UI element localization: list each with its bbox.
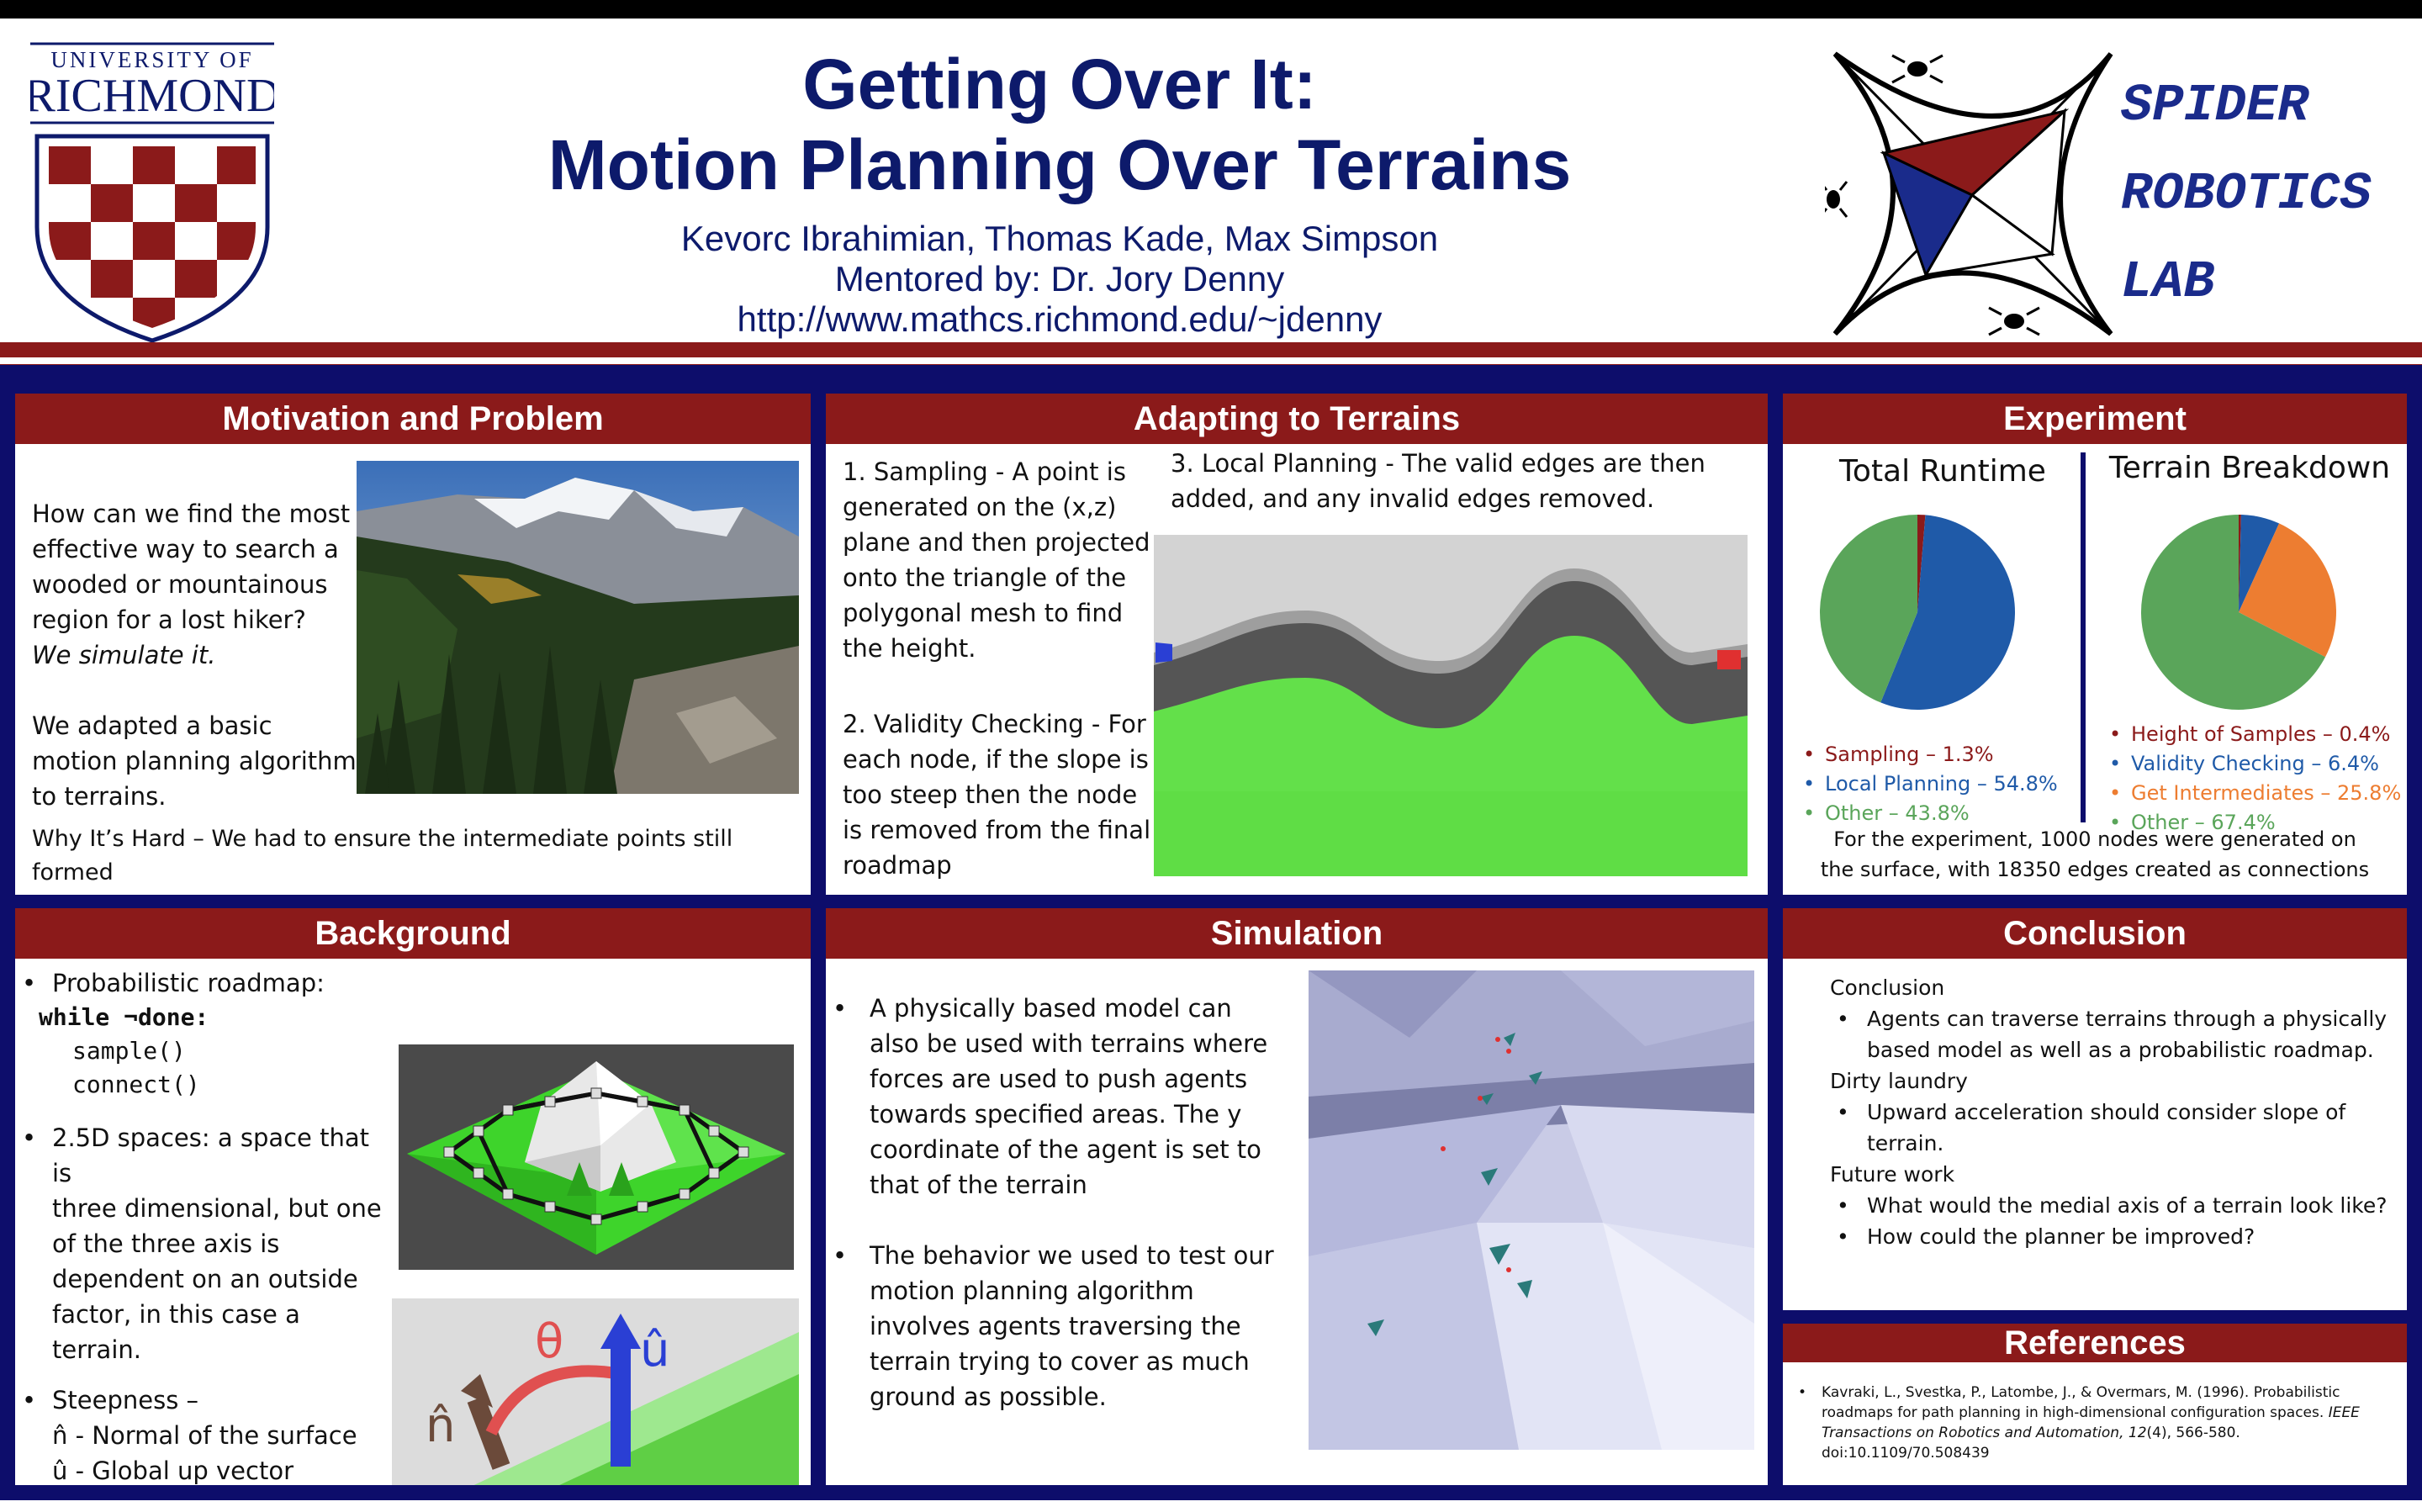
pie2-legend-item: Get Intermediates – 25.8% bbox=[2106, 779, 2407, 808]
pie1-title: Total Runtime bbox=[1839, 454, 2046, 489]
pie2-legend-item: Validity Checking – 6.4% bbox=[2106, 749, 2407, 779]
lab-name-line1: SPIDER bbox=[2121, 76, 2309, 135]
terrain-breakdown-slice-0 bbox=[2239, 515, 2241, 612]
bullet-steepness: Steepness – n̂ - Normal of the surface û… bbox=[15, 1382, 394, 1485]
total-runtime-pie-chart bbox=[1820, 515, 2015, 710]
lab-name-line3: LAB bbox=[2121, 252, 2215, 312]
future-work-bullet: What would the medial axis of a terrain … bbox=[1830, 1190, 2393, 1221]
ur-logo-name-text: RICHMOND bbox=[30, 70, 274, 122]
conclusion-panel: Conclusion Conclusion Agents can travers… bbox=[1783, 908, 2407, 1310]
background-text: Probabilistic roadmap: while ¬done: samp… bbox=[15, 965, 394, 1485]
poster-title-line2: Motion Planning Over Terrains bbox=[547, 125, 1572, 204]
background-panel: Background Probabilistic roadmap: while … bbox=[15, 908, 811, 1485]
terrain-breakdown-slice-3 bbox=[2141, 515, 2326, 710]
code-while: while ¬done: bbox=[39, 1003, 209, 1031]
header: UNIVERSITY OF RICHMOND Getting Ove bbox=[0, 19, 2422, 345]
terrain-breakdown-pie-chart bbox=[2141, 515, 2336, 710]
total-runtime-slice-1 bbox=[1880, 515, 2015, 710]
pie2-legend-item: Height of Samples – 0.4% bbox=[2106, 720, 2407, 749]
university-of-richmond-logo: UNIVERSITY OF RICHMOND bbox=[24, 42, 280, 345]
poster: UNIVERSITY OF RICHMOND Getting Ove bbox=[0, 19, 2422, 1512]
agent-cone-icon bbox=[1367, 1033, 1542, 1336]
code-sample: sample() bbox=[72, 1037, 186, 1065]
lab-url-link[interactable]: http://www.mathcs.richmond.edu/~jdenny bbox=[737, 299, 1383, 339]
simulation-heading: Simulation bbox=[826, 908, 1768, 959]
dirty-laundry-bullet: Upward acceleration should consider slop… bbox=[1830, 1097, 2393, 1159]
spider-robotics-lab-logo: SPIDER ROBOTICS LAB bbox=[1818, 44, 2414, 346]
pie1-legend-item: Local Planning – 54.8% bbox=[1800, 769, 2086, 799]
motivation-question: How can we find the most effective way t… bbox=[32, 500, 357, 811]
pie2-title: Terrain Breakdown bbox=[2108, 451, 2391, 485]
future-work-bullet: How could the planner be improved? bbox=[1830, 1221, 2393, 1252]
pie1-legend-item: Other – 43.8% bbox=[1800, 799, 2086, 828]
u-hat-label: û bbox=[640, 1323, 670, 1377]
pie2-legend-item: Other – 67.4% bbox=[2106, 808, 2407, 838]
bullet-prm: Probabilistic roadmap: bbox=[15, 965, 394, 1001]
adapting-heading: Adapting to Terrains bbox=[826, 394, 1768, 444]
total-runtime-slice-0 bbox=[1917, 515, 1926, 612]
terrain-breakdown-slice-1 bbox=[2239, 515, 2280, 612]
step-validity-checking: 2. Validity Checking - For each node, if … bbox=[843, 710, 1151, 880]
pie-divider bbox=[2081, 452, 2086, 822]
pie1-legend-item: Sampling – 1.3% bbox=[1800, 740, 2086, 769]
steepness-vector-diagram: θ û n̂ bbox=[392, 1298, 799, 1485]
roadmap-mesh-illustration bbox=[399, 1044, 794, 1270]
poster-title-line1: Getting Over It: bbox=[802, 45, 1317, 124]
reference-entry: Kavraki, L., Svestka, P., Latombe, J., &… bbox=[1791, 1382, 2397, 1463]
future-work-subheading: Future work bbox=[1830, 1162, 1955, 1187]
mountain-forest-photo bbox=[357, 461, 799, 794]
n-hat-label: n̂ bbox=[426, 1398, 456, 1453]
ur-logo-top-text: UNIVERSITY OF bbox=[50, 47, 253, 72]
conclusion-heading: Conclusion bbox=[1783, 908, 2407, 959]
title-block: Getting Over It: Motion Planning Over Te… bbox=[471, 44, 1648, 340]
step-sampling: 1. Sampling - A point is generated on the… bbox=[843, 457, 1150, 663]
experiment-panel: Experiment Total Runtime Terrain Breakdo… bbox=[1783, 394, 2407, 895]
dirty-laundry-subheading: Dirty laundry bbox=[1830, 1069, 1968, 1093]
adapting-panel: Adapting to Terrains 1. Sampling - A poi… bbox=[826, 394, 1768, 895]
pie1-legend: Sampling – 1.3% Local Planning – 54.8% O… bbox=[1800, 740, 2086, 828]
references-panel: References Kavraki, L., Svestka, P., Lat… bbox=[1783, 1324, 2407, 1485]
terrain-profile-illustration bbox=[1154, 535, 1748, 876]
agent-simulation-render bbox=[1309, 970, 1754, 1450]
conclusion-text: Conclusion Agents can traverse terrains … bbox=[1830, 972, 2393, 1252]
experiment-heading: Experiment bbox=[1783, 394, 2407, 444]
mentor: Mentored by: Dr. Jory Denny bbox=[834, 259, 1285, 299]
step-local-planning: 3. Local Planning - The valid edges are … bbox=[1171, 449, 1705, 513]
code-connect: connect() bbox=[72, 1071, 200, 1098]
simulation-panel: Simulation A physically based model cana… bbox=[826, 908, 1768, 1485]
total-runtime-slice-2 bbox=[1820, 515, 1917, 703]
pie2-legend: Height of Samples – 0.4% Validity Checki… bbox=[2106, 720, 2407, 838]
background-heading: Background bbox=[15, 908, 811, 959]
theta-label: θ bbox=[535, 1314, 563, 1369]
experiment-note: For the experiment, 1000 nodes were gene… bbox=[1820, 827, 2370, 881]
authors: Kevorc Ibrahimian, Thomas Kade, Max Simp… bbox=[680, 219, 1439, 258]
why-its-hard: Why It’s Hard – We had to ensure the int… bbox=[32, 826, 771, 895]
conclusion-subheading: Conclusion bbox=[1830, 975, 1945, 1000]
references-heading: References bbox=[1783, 1324, 2407, 1362]
motivation-panel: Motivation and Problem How can we find t… bbox=[15, 394, 811, 895]
motivation-heading: Motivation and Problem bbox=[15, 394, 811, 444]
lab-name-line2: ROBOTICS bbox=[2121, 164, 2372, 224]
conclusion-bullet: Agents can traverse terrains through a p… bbox=[1830, 1003, 2393, 1065]
terrain-breakdown-slice-2 bbox=[2239, 523, 2336, 658]
